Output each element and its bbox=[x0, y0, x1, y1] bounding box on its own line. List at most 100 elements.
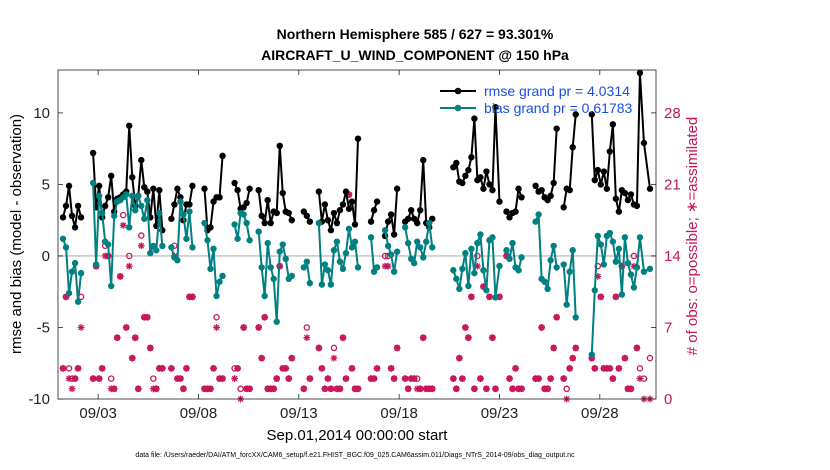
rmse-point bbox=[258, 212, 265, 220]
obs-assimilated-marker bbox=[477, 375, 484, 382]
obs-assimilated-marker bbox=[116, 272, 124, 280]
rmse-point bbox=[324, 216, 332, 224]
rmse-point bbox=[336, 206, 344, 214]
bias-point bbox=[492, 294, 499, 301]
bias-point bbox=[572, 314, 579, 321]
rmse-point bbox=[621, 189, 629, 197]
bias-point bbox=[303, 258, 311, 265]
obs-assimilated-marker bbox=[538, 324, 546, 331]
obs-possible-marker bbox=[119, 211, 127, 219]
bias-point bbox=[276, 248, 283, 255]
bias-point bbox=[342, 249, 350, 257]
obs-assimilated-marker bbox=[131, 334, 139, 342]
bias-point bbox=[453, 275, 460, 283]
bias-point bbox=[483, 287, 490, 294]
obs-assimilated-marker bbox=[348, 364, 356, 372]
obs-assimilated-marker bbox=[633, 344, 641, 352]
x-tick-label: 09/13 bbox=[280, 405, 318, 422]
rmse-point bbox=[342, 188, 350, 195]
rmse-line bbox=[317, 138, 360, 232]
data-file-footnote: data file: /Users/raeder/DAI/ATM_forcXX/… bbox=[135, 452, 575, 459]
obs-possible-marker bbox=[107, 375, 115, 382]
obs-assimilated-marker bbox=[167, 364, 175, 372]
bias-point bbox=[77, 269, 85, 277]
rmse-point bbox=[453, 159, 460, 167]
bias-point bbox=[384, 242, 392, 250]
obs-assimilated-marker bbox=[509, 385, 516, 393]
bias-point bbox=[553, 264, 560, 271]
obs-assimilated-marker bbox=[609, 375, 617, 382]
rmse-point bbox=[264, 196, 271, 204]
bias-point bbox=[348, 244, 356, 251]
rmse-point bbox=[104, 194, 112, 201]
obs-assimilated-marker bbox=[324, 375, 332, 382]
rmse-point bbox=[370, 206, 378, 214]
y-right-tick-label: 7 bbox=[664, 319, 672, 336]
y-tick-label: -10 bbox=[28, 391, 50, 408]
rmse-point bbox=[600, 168, 608, 175]
bias-point bbox=[489, 234, 496, 241]
rmse-point bbox=[603, 185, 611, 192]
rmse-point bbox=[538, 186, 545, 194]
obs-assimilated-marker bbox=[68, 385, 76, 393]
y-right-tick-label: 21 bbox=[664, 176, 681, 193]
rmse-point bbox=[89, 149, 97, 157]
bias-point bbox=[261, 292, 268, 300]
rmse-point bbox=[150, 185, 157, 192]
bias-point bbox=[597, 241, 605, 248]
legend-bias-marker bbox=[454, 104, 462, 112]
rmse-point bbox=[207, 224, 214, 231]
rmse-point bbox=[62, 202, 70, 210]
rmse-point bbox=[333, 219, 341, 227]
bias-point bbox=[147, 249, 154, 257]
rmse-point bbox=[462, 172, 469, 180]
bias-point bbox=[624, 259, 632, 267]
rmse-point bbox=[101, 202, 109, 210]
obs-possible-marker bbox=[330, 344, 338, 352]
bias-point bbox=[591, 287, 598, 294]
obs-assimilated-marker bbox=[98, 364, 106, 372]
bias-point bbox=[506, 255, 513, 263]
bias-point bbox=[477, 231, 484, 238]
rmse-point bbox=[609, 121, 617, 128]
bias-point bbox=[123, 191, 130, 198]
obs-possible-marker bbox=[381, 252, 389, 260]
obs-assimilated-marker bbox=[512, 364, 519, 372]
rmse-point bbox=[243, 199, 250, 207]
obs-assimilated-marker bbox=[134, 385, 142, 393]
rmse-point bbox=[636, 69, 644, 77]
rmse-point bbox=[285, 209, 292, 217]
bias-point bbox=[186, 208, 193, 215]
rmse-point bbox=[503, 208, 510, 215]
obs-assimilated-marker bbox=[449, 375, 457, 382]
x-tick-label: 09/03 bbox=[79, 405, 117, 422]
rmse-point bbox=[246, 185, 253, 192]
rmse-point bbox=[327, 227, 335, 234]
obs-assimilated-marker bbox=[65, 375, 73, 382]
obs-assimilated-marker bbox=[152, 385, 160, 393]
bias-point bbox=[547, 257, 554, 264]
obs-assimilated-marker bbox=[210, 364, 217, 372]
bias-line bbox=[404, 222, 434, 265]
rmse-point bbox=[367, 218, 375, 225]
bias-point bbox=[474, 239, 481, 247]
bias-point bbox=[333, 238, 341, 245]
rmse-point bbox=[477, 174, 484, 181]
bias-point bbox=[468, 245, 475, 253]
obs-assimilated-marker bbox=[119, 221, 127, 229]
bias-point bbox=[612, 258, 620, 265]
bias-point bbox=[646, 265, 654, 273]
rmse-point bbox=[174, 185, 181, 192]
obs-assimilated-marker bbox=[553, 313, 561, 321]
obs-assimilated-marker bbox=[95, 375, 103, 382]
bias-point bbox=[330, 247, 338, 254]
obs-assimilated-marker bbox=[240, 324, 248, 331]
legend: rmse grand pr = 4.0314 bias grand pr = 0… bbox=[440, 83, 632, 116]
rmse-point bbox=[560, 204, 567, 211]
obs-possible-marker bbox=[303, 324, 311, 331]
bias-point bbox=[204, 237, 211, 244]
obs-possible-marker bbox=[213, 314, 220, 321]
rmse-line bbox=[562, 114, 577, 208]
bias-point bbox=[240, 211, 247, 218]
rmse-point bbox=[588, 111, 595, 118]
